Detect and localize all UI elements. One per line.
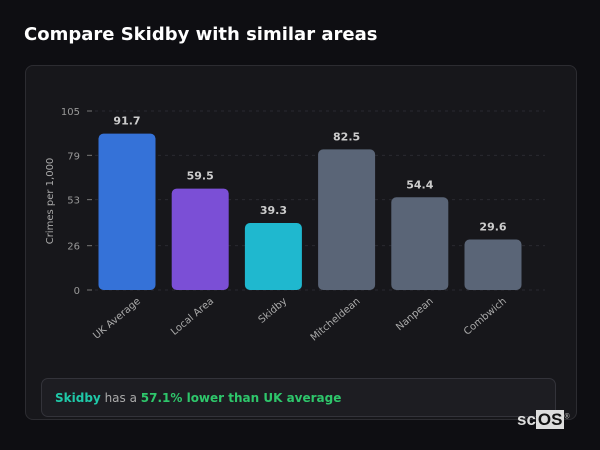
bar[interactable] bbox=[391, 197, 449, 290]
x-tick-label: Mitcheldean bbox=[309, 296, 363, 344]
note-middle: has a bbox=[100, 391, 141, 405]
data-label: 59.5 bbox=[187, 170, 214, 183]
bar[interactable] bbox=[98, 133, 156, 290]
y-axis-label: Crimes per 1,000 bbox=[45, 158, 56, 245]
x-tick-label: Local Area bbox=[169, 296, 216, 338]
x-tick-label: Skidby bbox=[257, 296, 290, 326]
comparison-note: Skidby has a 57.1% lower than UK average bbox=[41, 378, 556, 417]
page-title: Compare Skidby with similar areas bbox=[24, 24, 378, 45]
data-label: 29.6 bbox=[479, 221, 506, 234]
bar[interactable] bbox=[318, 149, 376, 290]
note-place: Skidby bbox=[55, 391, 101, 405]
y-tick-label: 53 bbox=[67, 196, 80, 207]
data-label: 39.3 bbox=[260, 204, 287, 217]
bar[interactable] bbox=[464, 239, 522, 290]
y-tick-label: 26 bbox=[67, 242, 80, 253]
data-label: 54.4 bbox=[406, 178, 433, 191]
x-tick-label: Combwich bbox=[462, 296, 509, 338]
x-tick-label: UK Average bbox=[91, 296, 143, 342]
scos-logo: sc OS ® bbox=[517, 410, 570, 429]
data-label: 82.5 bbox=[333, 130, 360, 143]
data-label: 91.7 bbox=[113, 115, 140, 128]
y-tick-label: 79 bbox=[67, 151, 80, 162]
y-tick-label: 0 bbox=[74, 286, 80, 297]
bar[interactable] bbox=[171, 188, 229, 290]
y-tick-label: 105 bbox=[61, 107, 80, 118]
bar[interactable] bbox=[244, 223, 302, 290]
note-highlight: 57.1% lower than UK average bbox=[140, 391, 342, 405]
x-tick-label: Nanpean bbox=[394, 296, 435, 333]
